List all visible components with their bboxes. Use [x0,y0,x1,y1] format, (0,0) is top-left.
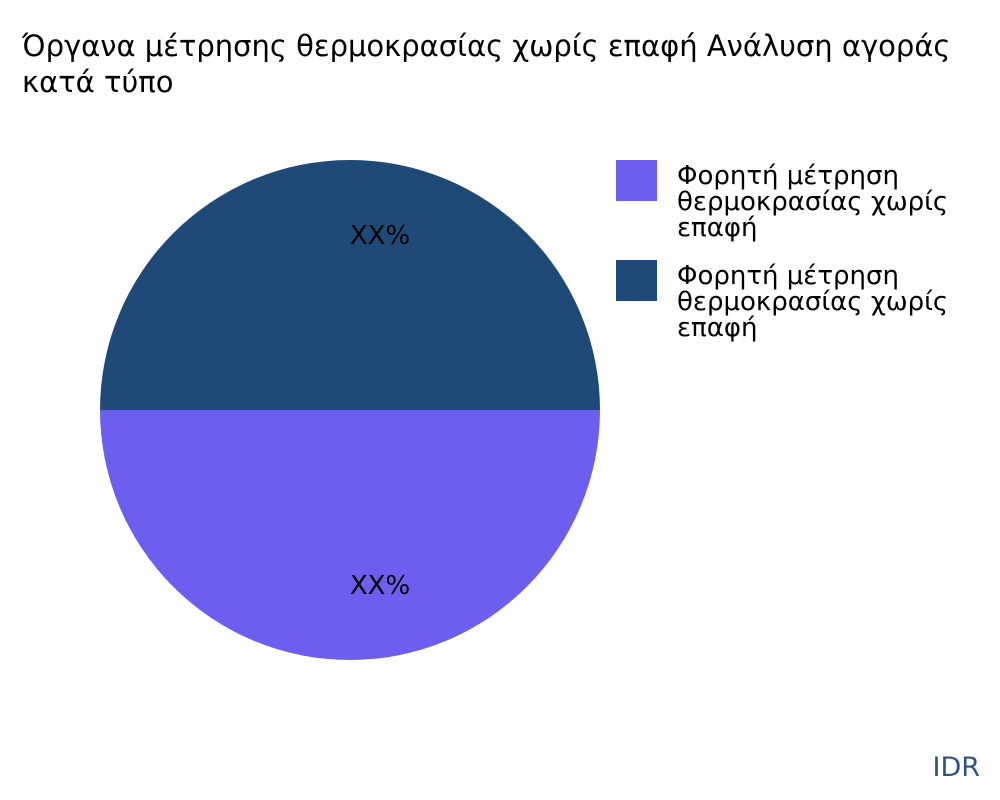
pie-slice [100,410,600,660]
slice-label: XX% [350,221,410,251]
legend-label: Φορητή μέτρηση θερμοκρασίας χωρίς επαφή [677,261,949,343]
legend-swatch [616,260,657,301]
slice-label: XX% [350,571,410,601]
legend-label: Φορητή μέτρηση θερμοκρασίας χωρίς επαφή [677,161,949,243]
pie-slice [100,160,600,410]
watermark-logo: IDR [932,752,980,783]
chart-title: Όργανα μέτρησης θερμοκρασίας χωρίς επαφή… [22,29,951,99]
legend-swatch [616,160,657,201]
